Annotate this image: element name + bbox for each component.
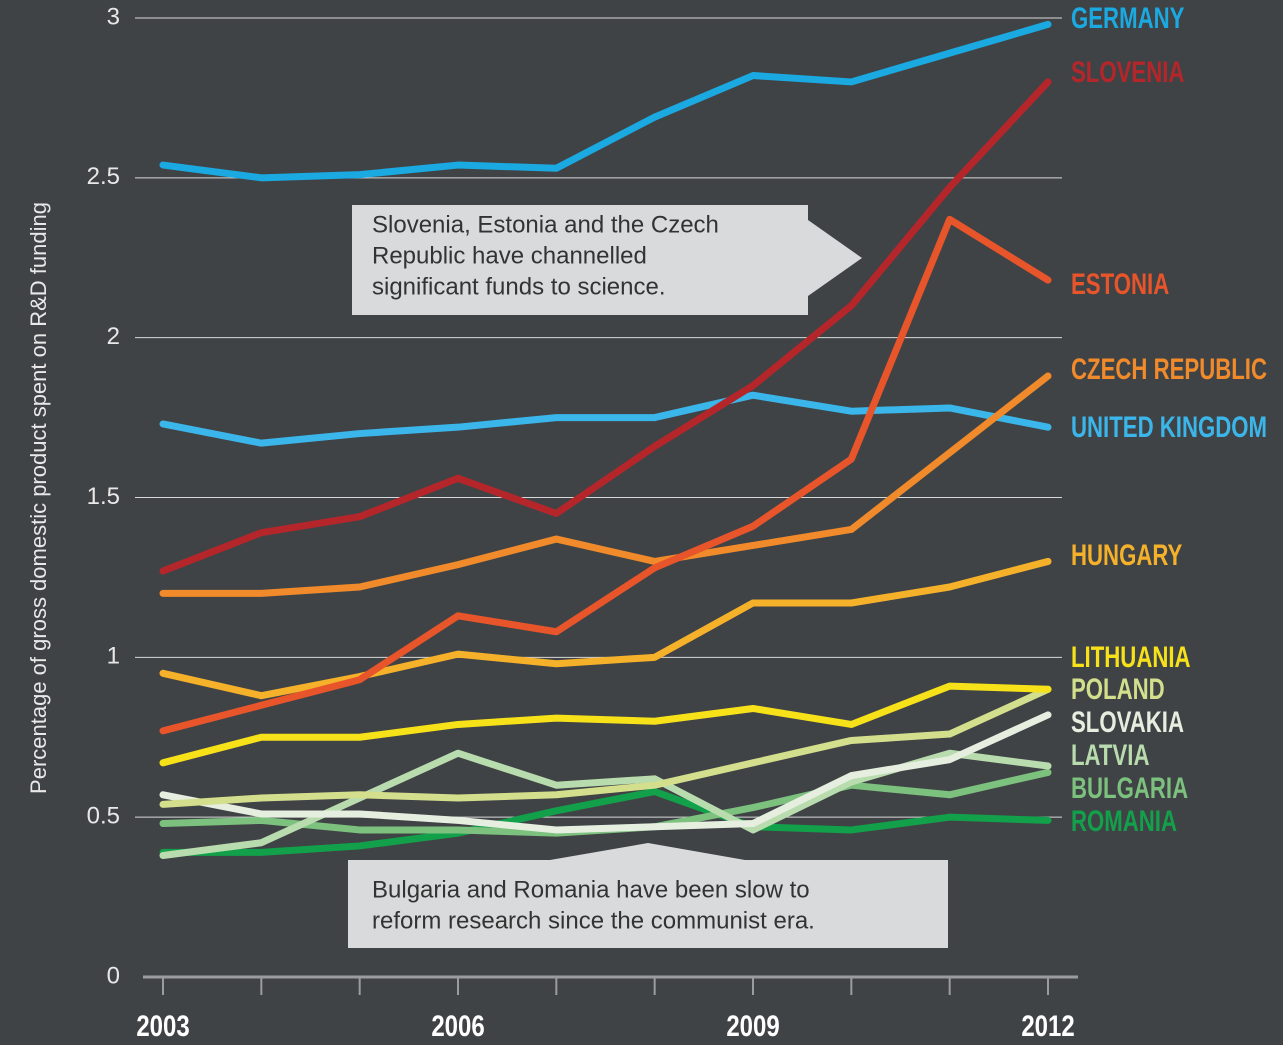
annotation: reform research since the communist era. [372,907,815,934]
y-tick-label: 0 [107,962,120,989]
y-tick-label: 2 [107,323,120,350]
series-line [159,711,1052,834]
series-label: BULGARIA [1071,771,1188,805]
series-label: HUNGARY [1071,538,1183,572]
x-tick-label: 2009 [726,1008,779,1042]
series-label: POLAND [1071,672,1165,706]
series-line [159,682,1052,767]
x-tick-label: 2006 [431,1008,484,1042]
series-label: SLOVENIA [1071,55,1184,89]
annotation: Bulgaria and Romania have been slow to [372,876,810,903]
series-label: UNITED KINGDOM [1071,410,1267,444]
series-line [159,788,1052,856]
series-label: LATVIA [1071,738,1149,772]
x-tick-label: 2012 [1021,1008,1074,1042]
series-label: CZECH REPUBLIC [1071,352,1267,386]
series-label: LITHUANIA [1071,640,1191,674]
series-line [159,557,1052,700]
x-tick-label: 2003 [136,1008,189,1042]
series-label: SLOVAKIA [1071,705,1184,739]
y-tick-label: 0.5 [87,803,120,830]
y-axis-label: Percentage of gross domestic product spe… [26,202,51,794]
series-label: ROMANIA [1071,804,1177,838]
y-tick-label: 1.5 [87,483,120,510]
y-tick-label: 3 [107,3,120,30]
series-line [159,685,1052,808]
series-line [159,215,1052,735]
callout-box [348,843,948,948]
series-line [159,78,1052,575]
series-line [159,20,1052,182]
y-tick-label: 1 [107,643,120,670]
series-label: GERMANY [1071,1,1185,35]
series-line [159,391,1052,447]
callout-box [352,205,862,315]
y-tick-label: 2.5 [87,163,120,190]
annotation: Slovenia, Estonia and the Czech [372,211,719,238]
annotation: Republic have channelled [372,242,647,269]
series-label: ESTONIA [1071,267,1169,301]
series-line [159,372,1052,597]
annotation: significant funds to science. [372,273,666,300]
